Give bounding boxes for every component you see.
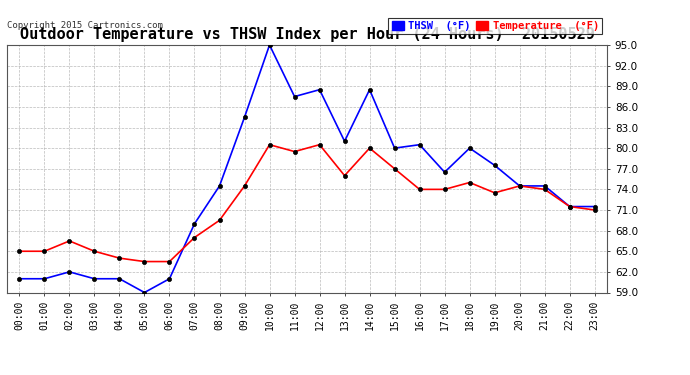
Legend: THSW  (°F), Temperature  (°F): THSW (°F), Temperature (°F) xyxy=(388,18,602,34)
Text: Copyright 2015 Cartronics.com: Copyright 2015 Cartronics.com xyxy=(7,21,163,30)
Title: Outdoor Temperature vs THSW Index per Hour (24 Hours)  20150529: Outdoor Temperature vs THSW Index per Ho… xyxy=(19,27,595,42)
